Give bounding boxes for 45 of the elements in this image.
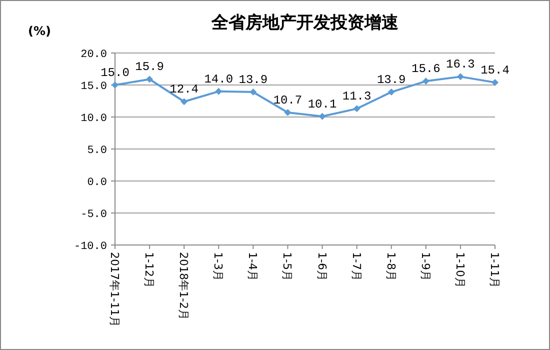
data-label: 13.9: [376, 73, 406, 88]
x-tick-label: 2017年1-11月: [108, 252, 121, 327]
y-tick-label: 10.0: [80, 113, 107, 125]
data-label: 15.0: [100, 66, 130, 80]
y-tick-label: 20.0: [80, 49, 107, 61]
x-tick-label: 1-4月: [246, 252, 260, 281]
x-tick-label: 1-12月: [142, 252, 156, 288]
x-tick-label: 1-5月: [280, 252, 294, 281]
point: [318, 112, 326, 120]
data-label: 15.6: [412, 62, 440, 76]
point: [146, 76, 154, 83]
point: [353, 105, 360, 112]
y-tick-label: 0.0: [87, 177, 107, 189]
x-tick-label: 1-9月: [418, 252, 432, 281]
data-label: 13.9: [238, 73, 268, 88]
point: [215, 88, 222, 95]
x-tick-label: 1-11月: [488, 252, 501, 288]
data-label: 10.7: [273, 94, 302, 108]
data-label: 15.4: [480, 63, 510, 78]
x-tick-label: 2018年1-2月: [177, 252, 190, 320]
x-tick-label: 1-3月: [212, 252, 225, 281]
y-tick-label: -5.0: [80, 209, 107, 221]
point: [250, 88, 257, 96]
point: [284, 109, 292, 116]
data-label: 15.9: [135, 60, 164, 74]
data-label: 10.1: [308, 97, 337, 112]
point: [456, 73, 464, 80]
y-tick-label: 15.0: [80, 81, 107, 93]
y-tick-label: 5.0: [87, 145, 107, 157]
x-tick-label: 1-7月: [350, 252, 363, 281]
x-tick-label: 1-6月: [315, 252, 328, 281]
point: [112, 82, 118, 88]
data-label: 14.0: [204, 72, 234, 86]
x-tick-label: 1-8月: [384, 252, 398, 281]
point: [388, 88, 395, 96]
data-label: 16.3: [446, 58, 475, 72]
point: [180, 98, 188, 106]
data-label: 11.3: [342, 90, 372, 104]
x-tick-label: 1-10月: [453, 252, 466, 288]
y-axis-title: (%): [28, 24, 51, 38]
y-tick-label: -10.0: [74, 241, 107, 253]
data-label: 12.4: [170, 82, 198, 97]
point: [492, 78, 498, 86]
chart-title: 全省房地产开发投资增速: [210, 13, 398, 32]
point: [422, 78, 430, 85]
